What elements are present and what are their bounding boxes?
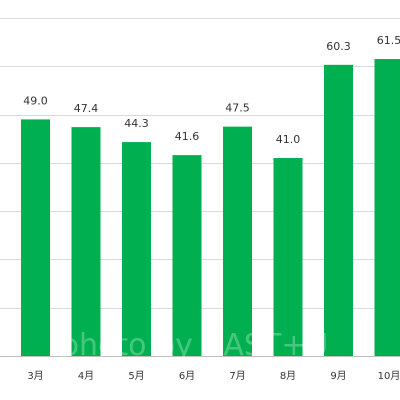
bar-4 (172, 155, 202, 356)
bar-3 (122, 142, 151, 356)
data-labels: 49.0 47.4 44.3 41.6 47.5 41.0 60.3 61.5 (23, 34, 400, 146)
data-label: 41.6 (175, 130, 200, 143)
bar-2 (71, 127, 101, 356)
data-label: 47.4 (74, 102, 99, 115)
bars (21, 59, 400, 357)
x-tick-labels: 3月 4月 5月 6月 7月 8月 9月 10月 (27, 370, 400, 382)
x-tick-label: 6月 (179, 370, 195, 382)
bar-5 (223, 126, 252, 357)
x-tick-label: 5月 (128, 370, 144, 382)
data-label: 61.5 (377, 34, 400, 47)
bar-6 (273, 158, 303, 356)
data-label: 44.3 (124, 117, 149, 130)
bar-8 (374, 59, 400, 357)
x-tick-label: 4月 (78, 370, 94, 382)
bar-1 (21, 119, 50, 357)
data-label: 47.5 (225, 102, 250, 115)
data-label: 60.3 (326, 40, 351, 53)
data-label: 41.0 (276, 133, 301, 146)
x-tick-label: 7月 (229, 370, 245, 382)
x-tick-label: 3月 (27, 370, 43, 382)
x-tick-label: 10月 (378, 370, 400, 382)
x-tick-label: 8月 (280, 370, 296, 382)
data-label: 49.0 (23, 94, 48, 107)
bar-7 (324, 64, 353, 356)
watermark-text: photo by CAST+U (60, 328, 328, 363)
x-tick-label: 9月 (330, 370, 346, 382)
